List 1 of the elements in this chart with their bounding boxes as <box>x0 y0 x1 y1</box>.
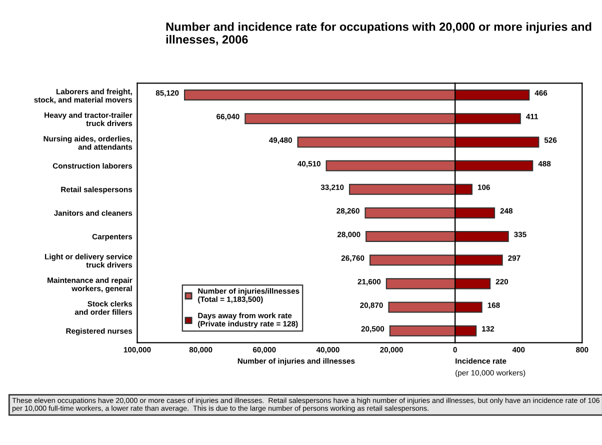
chart-title: Number and incidence rate for occupations with 20,000 or more injuries and illnesses, 2006 <box>166 22 592 46</box>
